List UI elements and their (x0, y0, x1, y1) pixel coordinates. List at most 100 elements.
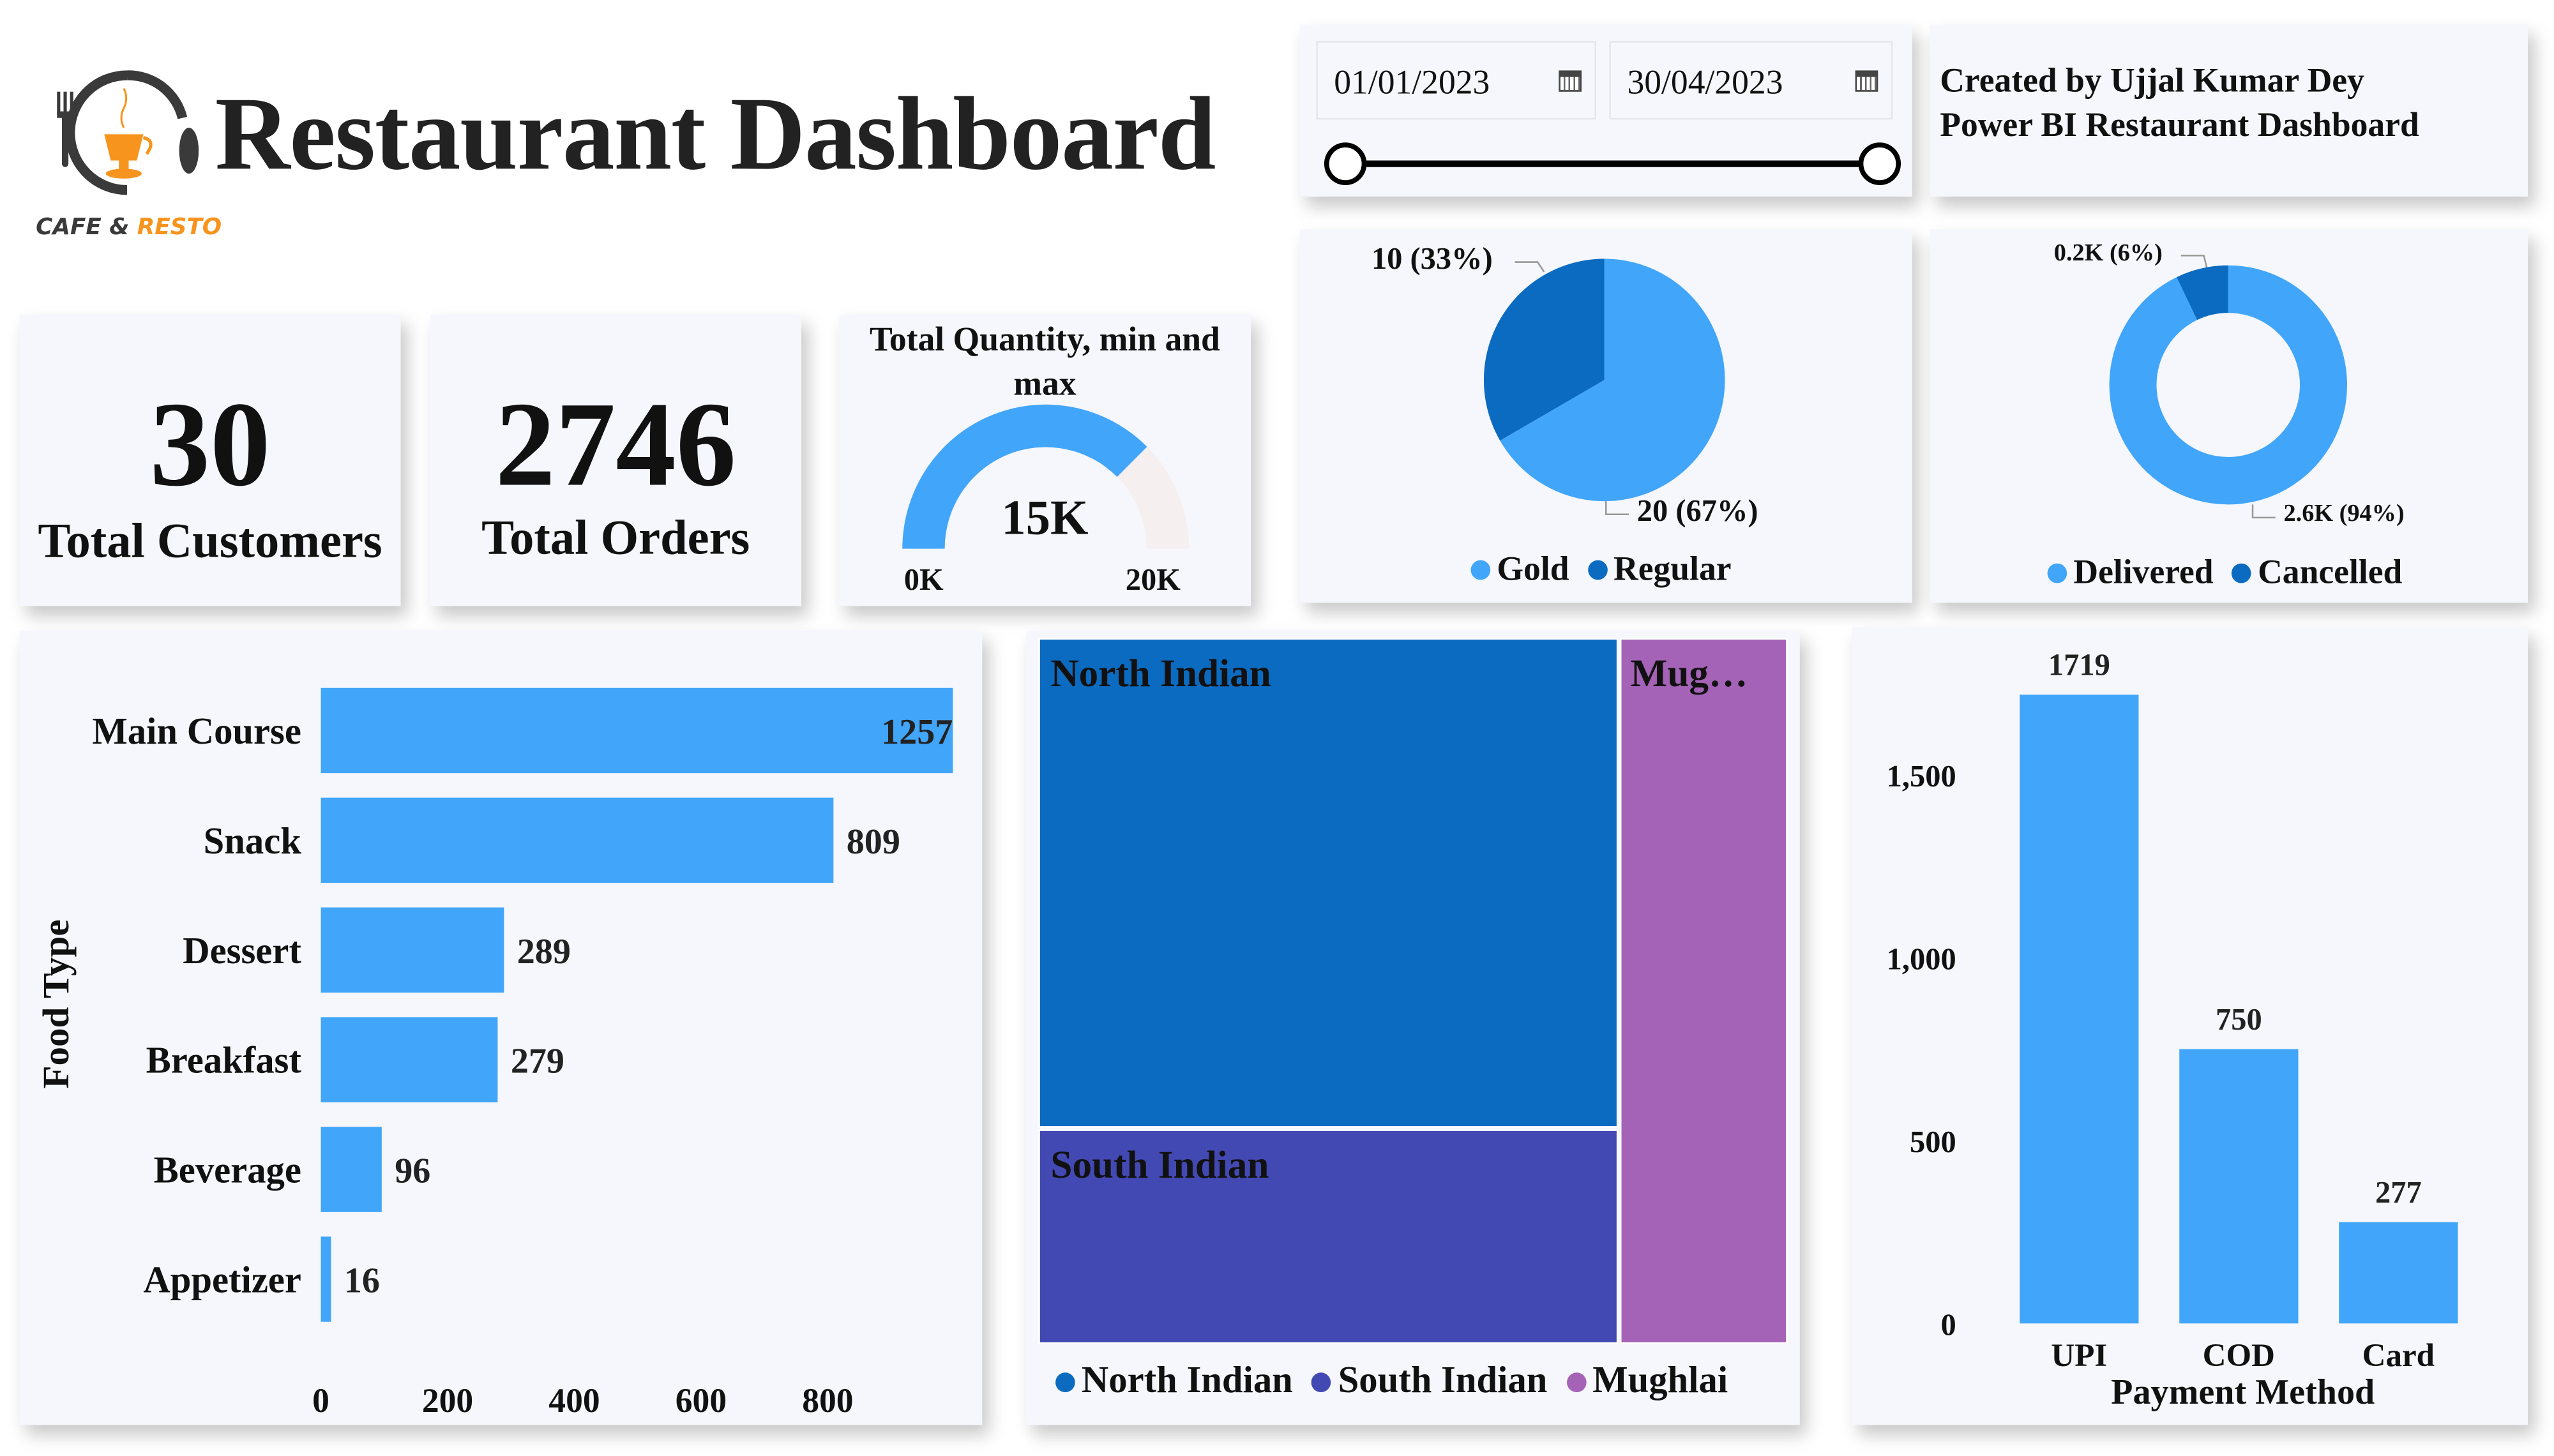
legend-dot-icon (2047, 563, 2067, 583)
category-label: Dessert (183, 930, 301, 972)
treemap-legend: North Indian South Indian Mughlai (1055, 1360, 1728, 1402)
legend-dot-icon (1470, 560, 1491, 580)
legend-dot-icon (1055, 1372, 1075, 1393)
calendar-icon[interactable] (1855, 70, 1878, 92)
treemap-tile-south-indian[interactable] (1038, 1129, 1619, 1344)
category-label: Beverage (154, 1149, 301, 1190)
slider-track[interactable] (1345, 160, 1883, 167)
legend-dot-icon (1566, 1372, 1586, 1393)
x-tick-label: 600 (676, 1381, 727, 1420)
dashboard-title: Restaurant Dashboard (215, 75, 1216, 192)
x-tick-label: 800 (802, 1381, 853, 1420)
x-tick-label: Card (2362, 1337, 2435, 1374)
calendar-icon[interactable] (1559, 70, 1582, 92)
treemap-label: South Indian (1050, 1145, 1269, 1188)
x-tick-label: COD (2203, 1337, 2275, 1374)
legend-label: Regular (1613, 548, 1732, 589)
legend-item-north-indian[interactable]: North Indian (1055, 1360, 1293, 1400)
donut-label-delivered: 2.6K (94%) (2283, 501, 2405, 528)
payment-method-bar-chart: 0 500 1,000 1,500 1719 UPI 750 COD 277 Card (1887, 647, 2458, 1374)
donut-label-cancelled: 0.2K (6%) (2053, 241, 2163, 267)
y-axis-title: Food Type (36, 919, 77, 1089)
food-type-bar-chart: Main Course 1257 Snack 809 Dessert 289 Breakfa… (92, 687, 953, 1420)
slice-cancelled (2176, 265, 2228, 320)
legend-dot-icon (2232, 563, 2251, 583)
food-type-bar-card: Main Course 1257 Snack 809 Dessert 289 Breakfa… (19, 630, 983, 1425)
donut-legend: Delivered Cancelled (2047, 552, 2402, 593)
tagline-resto: RESTO (137, 214, 222, 241)
legend-item-cancelled[interactable]: Cancelled (2232, 552, 2402, 591)
slice-regular (1483, 259, 1605, 441)
gauge-fill (902, 404, 1147, 549)
customer-type-pie-card: 10 (33%) 20 (67%) Gold Regular (1299, 229, 1912, 603)
end-date-value: 30/04/2023 (1627, 62, 1783, 102)
y-tick-label: 1,000 (1887, 942, 1956, 976)
order-status-donut-card: 0.2K (6%) 2.6K (94%) Delivered Cancelled (1930, 229, 2528, 603)
start-date-value: 01/01/2023 (1334, 62, 1490, 102)
kpi-label: Total Customers (38, 514, 382, 569)
credits-card: Created by Ujjal Kumar Dey Power BI Rest… (1930, 24, 2528, 197)
x-tick-label: UPI (2051, 1337, 2107, 1374)
cuisine-treemap-card: North Indian South Indian Mug… North Ind… (1026, 630, 1800, 1425)
gauge-value: 15K (1001, 491, 1089, 546)
order-status-donut-chart (2109, 255, 2347, 519)
donut-leader-line (2180, 255, 2208, 269)
bar-beverage (321, 1127, 382, 1212)
pie-leader-line (1515, 261, 1545, 273)
legend-dot-icon (1311, 1372, 1332, 1393)
legend-item-regular[interactable]: Regular (1587, 548, 1732, 589)
cafe-logo-icon (57, 70, 199, 195)
slider-start-handle[interactable] (1324, 142, 1367, 185)
pie-label-gold: 20 (67%) (1636, 494, 1758, 529)
legend-dot-icon (1587, 560, 1607, 580)
gauge-title: Total Quantity, min and max (870, 319, 1220, 403)
x-axis-title: Payment Method (2111, 1370, 2375, 1412)
gauge-max-label: 20K (1125, 563, 1181, 598)
data-label: 289 (517, 932, 571, 972)
bar-card (2339, 1222, 2458, 1324)
kpi-total-customers: 30 Total Customers (19, 314, 401, 606)
bar-snack (321, 797, 834, 883)
brand-tagline: CAFE & RESTO (36, 214, 222, 241)
kpi-total-orders: 2746 Total Orders (430, 314, 802, 606)
data-label: 96 (395, 1152, 430, 1191)
legend-item-mughlai[interactable]: Mughlai (1566, 1360, 1728, 1400)
end-date-input[interactable]: 30/04/2023 (1609, 41, 1893, 120)
legend-item-south-indian[interactable]: South Indian (1311, 1359, 1548, 1400)
slice-delivered (2109, 265, 2347, 505)
pie-label-regular: 10 (33%) (1371, 242, 1493, 277)
data-label: 16 (344, 1261, 380, 1300)
legend-label: South Indian (1338, 1359, 1548, 1400)
kpi-value: 30 (149, 378, 271, 513)
category-label: Snack (204, 820, 302, 862)
customer-type-pie-chart (1483, 259, 1725, 516)
legend-label: Gold (1497, 548, 1569, 589)
y-tick-label: 500 (1910, 1125, 1956, 1159)
credits-author: Created by Ujjal Kumar Dey (1940, 60, 2364, 100)
kpi-label: Total Orders (481, 511, 750, 566)
gauge-chart (902, 404, 1190, 549)
x-tick-label: 200 (422, 1381, 473, 1420)
bar-breakfast (321, 1017, 498, 1102)
legend-label: North Indian (1081, 1359, 1293, 1400)
category-label: Breakfast (146, 1040, 302, 1081)
treemap-label: Mug… (1630, 653, 1748, 696)
category-label: Appetizer (143, 1259, 301, 1300)
data-label: 1719 (2048, 647, 2110, 682)
start-date-input[interactable]: 01/01/2023 (1316, 41, 1596, 120)
treemap-tile-north-indian[interactable] (1038, 638, 1619, 1128)
bar-dessert (321, 907, 504, 993)
date-range-slicer: 01/01/2023 30/04/2023 (1299, 24, 1912, 197)
slider-end-handle[interactable] (1858, 142, 1901, 185)
treemap-tile-mughlai[interactable] (1619, 638, 1788, 1344)
pie-legend: Gold Regular (1470, 548, 1732, 590)
data-label: 279 (511, 1042, 564, 1081)
gauge-card: Total Quantity, min and max 15K 0K 20K (838, 314, 1251, 606)
y-tick-label: 1,500 (1887, 759, 1956, 793)
x-tick-label: 400 (548, 1381, 600, 1420)
x-tick-label: 0 (312, 1381, 329, 1420)
bar-main-course (321, 687, 953, 774)
bar-upi (2020, 694, 2139, 1324)
legend-item-delivered[interactable]: Delivered (2047, 552, 2214, 591)
legend-item-gold[interactable]: Gold (1470, 548, 1569, 589)
